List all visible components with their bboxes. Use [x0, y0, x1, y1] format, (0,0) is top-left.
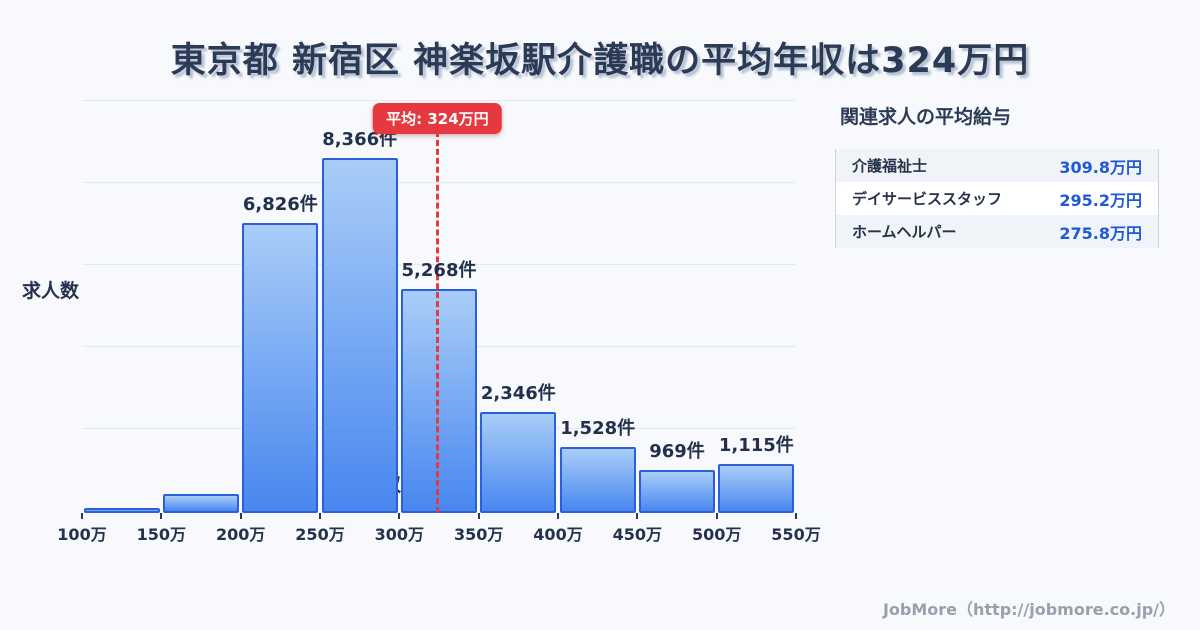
- average-badge: 平均: 324万円: [373, 103, 502, 134]
- gridline: [82, 264, 796, 265]
- related-jobs-title: 関連求人の平均給与: [840, 106, 1012, 128]
- bar-value-label: 1,528件: [560, 418, 636, 439]
- histogram-bar-450万-500万: [638, 470, 716, 513]
- x-axis-tick-label: 350万: [453, 525, 504, 544]
- x-axis-tick: [239, 513, 242, 519]
- x-axis-tick-label: 550万: [771, 525, 821, 544]
- bar-value-label: 6,826件: [242, 194, 318, 215]
- gridline: [82, 182, 796, 183]
- x-axis-tick: [557, 513, 559, 519]
- histogram-bar-250万-300万: [321, 158, 398, 513]
- x-axis-tick: [636, 513, 639, 519]
- related-job-row: 介護福祉士 309.8万円: [836, 149, 1158, 182]
- histogram-bar-350万-400万: [480, 412, 557, 513]
- related-job-salary: 275.8万円: [1059, 223, 1142, 243]
- histogram-plot: 6,826件 8,366件 5,268件 2,346件 1,528件 969件 1,115件…: [57, 100, 821, 544]
- histogram-bar-400万-450万: [559, 447, 636, 513]
- x-axis-tick: [319, 513, 321, 519]
- related-job-name: デイサービススタッフ: [852, 190, 1003, 208]
- x-axis-tick-label: 300万: [374, 525, 425, 544]
- x-axis-tick: [160, 513, 163, 519]
- histogram-bar-100万-150万: [83, 508, 160, 513]
- x-axis-tick-label: 100万: [57, 525, 107, 544]
- x-axis-tick-label: 400万: [533, 525, 583, 544]
- related-jobs-table: 介護福祉士 309.8万円デイサービススタッフ 295.2万円ホームヘルパー 275.…: [835, 149, 1159, 248]
- related-job-salary: 309.8万円: [1059, 157, 1142, 177]
- related-job-salary: 295.2万円: [1059, 190, 1142, 210]
- histogram-bar-150万-200万: [162, 494, 240, 513]
- x-axis-tick-label: 200万: [215, 525, 266, 544]
- bar-value-label: 1,115件: [718, 435, 794, 456]
- bar-value-label: 969件: [649, 441, 705, 462]
- gridline: [82, 100, 796, 101]
- related-job-row: デイサービススタッフ 295.2万円: [836, 182, 1158, 215]
- x-axis-tick-label: 250万: [295, 525, 345, 544]
- x-axis-tick: [398, 513, 401, 519]
- bar-value-label: 2,346件: [480, 383, 556, 404]
- histogram-bar-500万-550万: [718, 464, 795, 513]
- x-axis-tick: [477, 513, 480, 519]
- page-title: 東京都 新宿区 神楽坂駅介護職の平均年収は324万円: [170, 41, 1030, 81]
- x-axis-tick: [795, 513, 797, 519]
- bar-value-label: 5,268件: [401, 260, 477, 281]
- x-axis-tick: [81, 513, 83, 519]
- y-axis-title: 求人数: [22, 280, 80, 302]
- related-job-row: ホームヘルパー 275.8万円: [836, 215, 1158, 248]
- related-job-name: 介護福祉士: [852, 157, 928, 175]
- bar-value-label: 8,366件: [322, 129, 398, 150]
- x-axis-tick-label: 450万: [612, 525, 663, 544]
- x-axis-tick-label: 150万: [136, 525, 187, 544]
- histogram-bar-200万-250万: [242, 223, 319, 513]
- x-axis-tick-label: 500万: [691, 525, 742, 544]
- related-job-name: ホームヘルパー: [852, 223, 957, 241]
- histogram-bar-300万-350万: [400, 289, 478, 513]
- related-jobs-panel: 関連求人の平均給与 介護福祉士 309.8万円デイサービススタッフ 295.2万円ホ…: [835, 102, 1160, 248]
- average-line: [435, 131, 439, 513]
- x-axis-tick: [715, 513, 718, 519]
- footer-credit: JobMore（http://jobmore.co.jp/）: [882, 600, 1175, 619]
